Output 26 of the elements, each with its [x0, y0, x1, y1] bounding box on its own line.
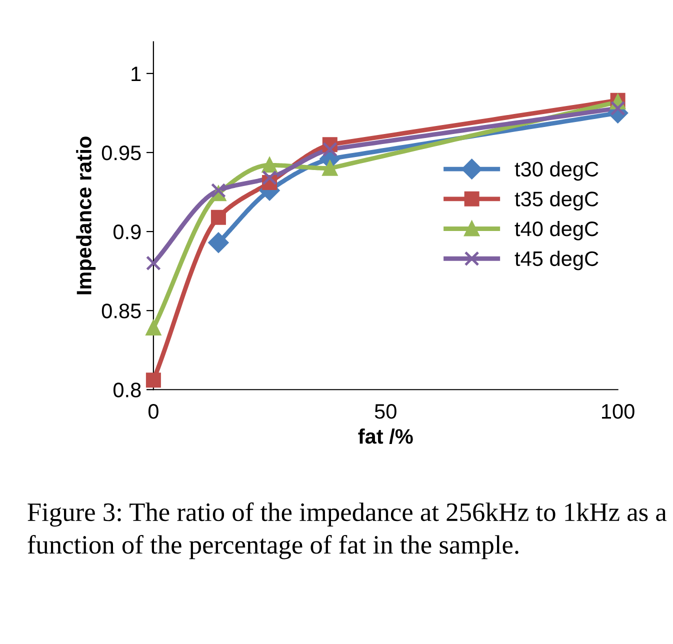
point — [262, 170, 278, 186]
point — [208, 232, 229, 253]
y-tick-label: 1 — [132, 66, 141, 82]
point — [322, 142, 338, 157]
point — [262, 158, 278, 173]
legend-label: t30 degC — [514, 161, 598, 181]
y-tick-label: 0.8 — [113, 382, 141, 398]
point — [146, 256, 161, 271]
y-tick-label: 0.85 — [102, 304, 141, 318]
x-axis-title: fat /% — [358, 428, 413, 444]
legend-label: t40 degC — [514, 220, 598, 240]
y-axis-title: Impedance ratio — [76, 136, 96, 294]
point — [210, 210, 226, 225]
x-tick-label: 50 — [374, 404, 396, 419]
y-tick-label: 0.95 — [102, 146, 141, 160]
point — [610, 100, 626, 116]
x-tick-label: 100 — [602, 404, 634, 419]
point — [146, 372, 161, 388]
y-tick-label: 0.9 — [113, 224, 141, 240]
legend-label: t45 degC — [514, 250, 598, 270]
point — [210, 182, 226, 198]
point — [146, 320, 161, 336]
caption: Figure 3: The ratio of the impedance at 256kHz to 1kHz as a function of the percentage of fat in the sample. — [28, 502, 667, 560]
x-tick-label: 0 — [148, 404, 158, 419]
point — [322, 160, 338, 176]
legend-label: t35 degC — [514, 191, 598, 211]
